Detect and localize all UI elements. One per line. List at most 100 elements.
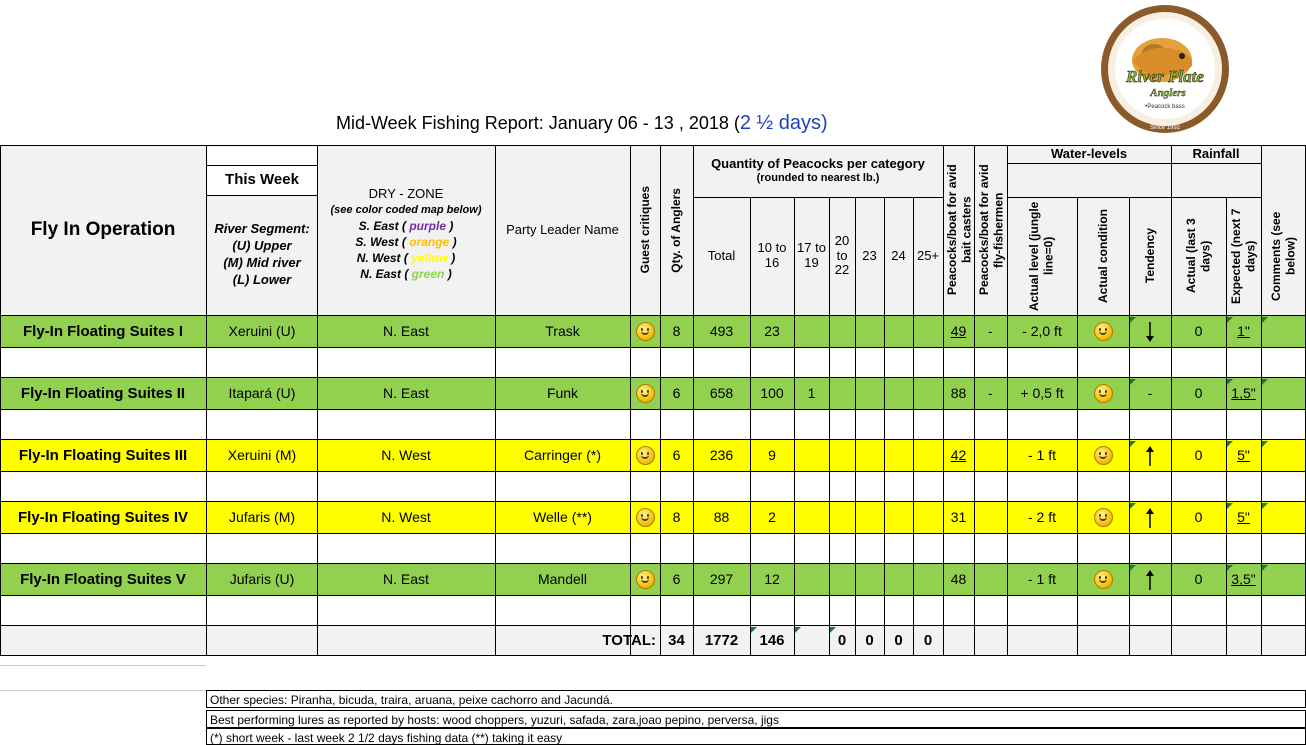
fly-fishermen: - xyxy=(988,385,993,402)
tendency-header: Tendency xyxy=(1142,228,1157,284)
qty-anglers: 8 xyxy=(672,509,681,526)
grid-line xyxy=(0,501,1306,502)
rain-expected: 3,5" xyxy=(1231,571,1256,588)
condition-smiley-icon xyxy=(1077,440,1129,471)
grid-line xyxy=(0,655,1306,656)
qty-anglers-header-cell: Qty. of Anglers xyxy=(660,145,693,315)
actual-level: - 1 ft xyxy=(1027,571,1056,588)
fly-fishermen: - xyxy=(988,323,993,340)
total-peacocks: 88 xyxy=(713,509,730,526)
report-title-days: 2 ½ days xyxy=(739,112,822,134)
rain-actual: 0 xyxy=(1194,447,1203,464)
cat-24 xyxy=(884,378,913,409)
cat-24 xyxy=(884,440,913,471)
suite-name: Fly-In Floating Suites IV xyxy=(17,508,188,526)
river-segment: Xeruini (U) xyxy=(228,323,296,340)
logo-brand2: Anglers xyxy=(1149,87,1185,99)
cat-23 xyxy=(855,378,884,409)
dry-zone: N. East xyxy=(383,571,429,588)
dry-zone: N. East xyxy=(383,385,429,402)
zone-se-color: purple xyxy=(409,218,447,233)
grid-line xyxy=(693,145,694,655)
report-title-close: ) xyxy=(821,112,828,134)
river-segment: Jufaris (U) xyxy=(229,571,295,588)
grid-line xyxy=(0,409,1306,410)
rain-actual: 0 xyxy=(1194,571,1203,588)
party-leader: Carringer (*) xyxy=(523,447,601,464)
grid-line xyxy=(0,439,1306,440)
guest-critique-smiley-icon xyxy=(630,378,660,409)
actual-level-header: Actual level (jungle line=0) xyxy=(1027,201,1056,311)
total-cat-10-16: 146 xyxy=(759,631,785,649)
cat-10-16: 2 xyxy=(768,509,776,526)
total-header: Total xyxy=(707,247,736,263)
down-arrow-icon xyxy=(1129,316,1171,347)
cat-10-16: 9 xyxy=(768,447,776,464)
actual-cond-header-cell: Actual condition xyxy=(1077,197,1129,315)
grid-line xyxy=(207,195,317,196)
grid-line xyxy=(0,315,1306,316)
comment-marker-icon xyxy=(1227,503,1233,509)
fly-fishermen xyxy=(974,440,1007,471)
grid-line xyxy=(0,690,206,691)
fly-fishermen xyxy=(974,564,1007,595)
up-arrow-icon xyxy=(1129,502,1171,533)
grid-line xyxy=(0,533,1306,534)
grid-line xyxy=(495,145,496,655)
qty-anglers: 6 xyxy=(672,447,681,464)
bait-casters: 31 xyxy=(950,509,967,526)
rain-expected-header-cell: Expected (next 7 days) xyxy=(1226,197,1261,315)
qty-anglers-header: Qty. of Anglers xyxy=(669,187,684,273)
segment-lower: (L) Lower xyxy=(232,271,292,287)
grid-line xyxy=(0,377,1306,378)
up-arrow-icon xyxy=(1129,440,1171,471)
cat-17-19: 1 xyxy=(807,385,816,402)
guest-critique-smiley-icon xyxy=(630,564,660,595)
rain-expected: 5" xyxy=(1237,447,1250,464)
total-row-fill xyxy=(0,626,1306,655)
grid-line xyxy=(0,347,1306,348)
total-peacocks: 1772 xyxy=(704,631,739,649)
river-segment: Itapará (U) xyxy=(228,385,296,402)
cat-23 xyxy=(855,502,884,533)
cat-25 xyxy=(913,378,943,409)
comment-marker-icon xyxy=(1130,565,1136,571)
comment-marker-icon xyxy=(795,627,801,633)
total-cat-25: 0 xyxy=(923,631,933,649)
this-week-header: This Week xyxy=(225,171,299,189)
grid-line xyxy=(794,197,795,655)
actual-level: - 1 ft xyxy=(1027,447,1056,464)
cat-17-19 xyxy=(794,502,829,533)
river-segment-label: River Segment: xyxy=(214,221,310,237)
cat-23-header: 23 xyxy=(862,247,877,263)
guest-critique-smiley-icon xyxy=(630,316,660,347)
cat-20-22 xyxy=(829,440,855,471)
up-arrow-icon xyxy=(1129,564,1171,595)
actual-level: - 2 ft xyxy=(1027,509,1056,526)
suite-name: Fly-In Floating Suites III xyxy=(18,446,188,464)
rain-actual: 0 xyxy=(1194,385,1203,402)
cat-20-22-header: 20 to 22 xyxy=(834,232,850,278)
grid-line xyxy=(693,197,943,198)
total-cat-23: 0 xyxy=(865,631,874,649)
qty-peacocks-title: Quantity of Peacocks per category xyxy=(711,156,925,172)
party-leader-header: Party Leader Name xyxy=(506,221,619,237)
grid-line xyxy=(1007,163,1261,164)
bait-casters: 88 xyxy=(950,385,967,402)
tendency-header-cell: Tendency xyxy=(1129,197,1171,315)
note-best-lures: Best performing lures as reported by hos… xyxy=(206,710,1306,728)
dry-zone-note: (see color coded map below) xyxy=(330,203,482,216)
tendency-value: - xyxy=(1147,385,1153,402)
zone-sw-label: S. West ( xyxy=(355,235,406,249)
cat-10-16: 12 xyxy=(764,571,780,588)
comment-marker-icon xyxy=(1227,317,1233,323)
segment-mid: (M) Mid river xyxy=(223,255,301,270)
grid-line xyxy=(630,145,631,655)
bait-casters-header: Peacocks/boat for avid bait casters xyxy=(944,164,973,296)
zone-se-label: S. East ( xyxy=(358,218,406,233)
cat-20-22 xyxy=(829,378,855,409)
rain-actual-header: Actual (last 3 days) xyxy=(1183,218,1212,294)
cat-17-19 xyxy=(794,440,829,471)
cat-10-16: 100 xyxy=(760,385,784,402)
bait-casters: 49 xyxy=(950,323,967,340)
